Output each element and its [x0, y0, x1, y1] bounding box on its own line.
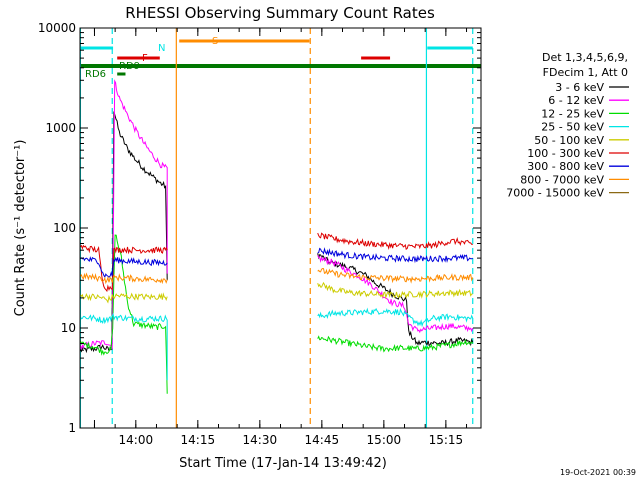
y-tick-label-2: 100 — [53, 221, 76, 235]
series-line-2-segment-1 — [317, 335, 474, 353]
series-line-5-segment-0 — [80, 244, 168, 293]
y-axis-label: Count Rate (s⁻¹ detector⁻¹) — [13, 140, 28, 317]
chart-title: RHESSI Observing Summary Count Rates — [125, 4, 435, 22]
legend-label-2: 12 - 25 keV — [541, 107, 604, 120]
y-tick-label-4: 10000 — [38, 21, 76, 35]
x-tick-label-3: 14:30 — [243, 433, 278, 447]
series-line-5-segment-1 — [317, 232, 473, 251]
legend-header-line-2: FDecim 1, Att 0 — [543, 66, 628, 79]
x-tick-label-4: 14:45 — [305, 433, 340, 447]
legend-label-1: 6 - 12 keV — [548, 94, 604, 107]
legend-label-7: 800 - 7000 keV — [520, 173, 604, 186]
flag-label-flare: F — [142, 53, 148, 64]
flag-label-night: N — [158, 43, 165, 54]
series-line-4-segment-0 — [80, 292, 168, 304]
y-tick-label-1: 10 — [61, 321, 76, 335]
x-tick-label-2: 14:15 — [181, 433, 216, 447]
series-line-7-segment-0 — [80, 272, 168, 285]
series-line-7-segment-1 — [317, 267, 474, 284]
x-axis-label: Start Time (17-Jan-14 13:49:42) — [179, 456, 387, 471]
x-tick-label-1: 14:00 — [119, 433, 154, 447]
y-tick-label-3: 1000 — [45, 121, 76, 135]
series-line-3-segment-1 — [317, 307, 474, 328]
x-tick-label-5: 15:00 — [367, 433, 402, 447]
legend-label-5: 100 - 300 keV — [527, 147, 604, 160]
flag-label-saa: S — [212, 36, 218, 47]
legend-label-6: 300 - 800 keV — [527, 160, 604, 173]
series-line-1-segment-0 — [80, 79, 168, 350]
x-tick-label-6: 15:15 — [429, 433, 464, 447]
footer-timestamp: 19-Oct-2021 00:39 — [560, 468, 636, 477]
y-tick-label-0: 1 — [68, 421, 76, 435]
series-line-6-segment-0 — [80, 256, 168, 279]
legend-label-4: 50 - 100 keV — [534, 134, 604, 147]
legend-label-8: 7000 - 15000 keV — [506, 187, 604, 200]
series-line-1-segment-1 — [317, 255, 474, 334]
legend-header-line-1: Det 1,3,4,5,6,9, — [542, 51, 628, 64]
series-line-0-segment-0 — [80, 111, 168, 354]
flag-label-rd6: RD6 — [85, 69, 106, 80]
series-line-3-segment-0 — [80, 312, 168, 381]
legend-label-0: 3 - 6 keV — [555, 81, 604, 94]
flag-label-rd9: RD9 — [119, 61, 140, 72]
legend-label-3: 25 - 50 keV — [541, 121, 604, 134]
series-line-6-segment-1 — [317, 247, 473, 264]
series-line-4-segment-1 — [317, 281, 473, 300]
